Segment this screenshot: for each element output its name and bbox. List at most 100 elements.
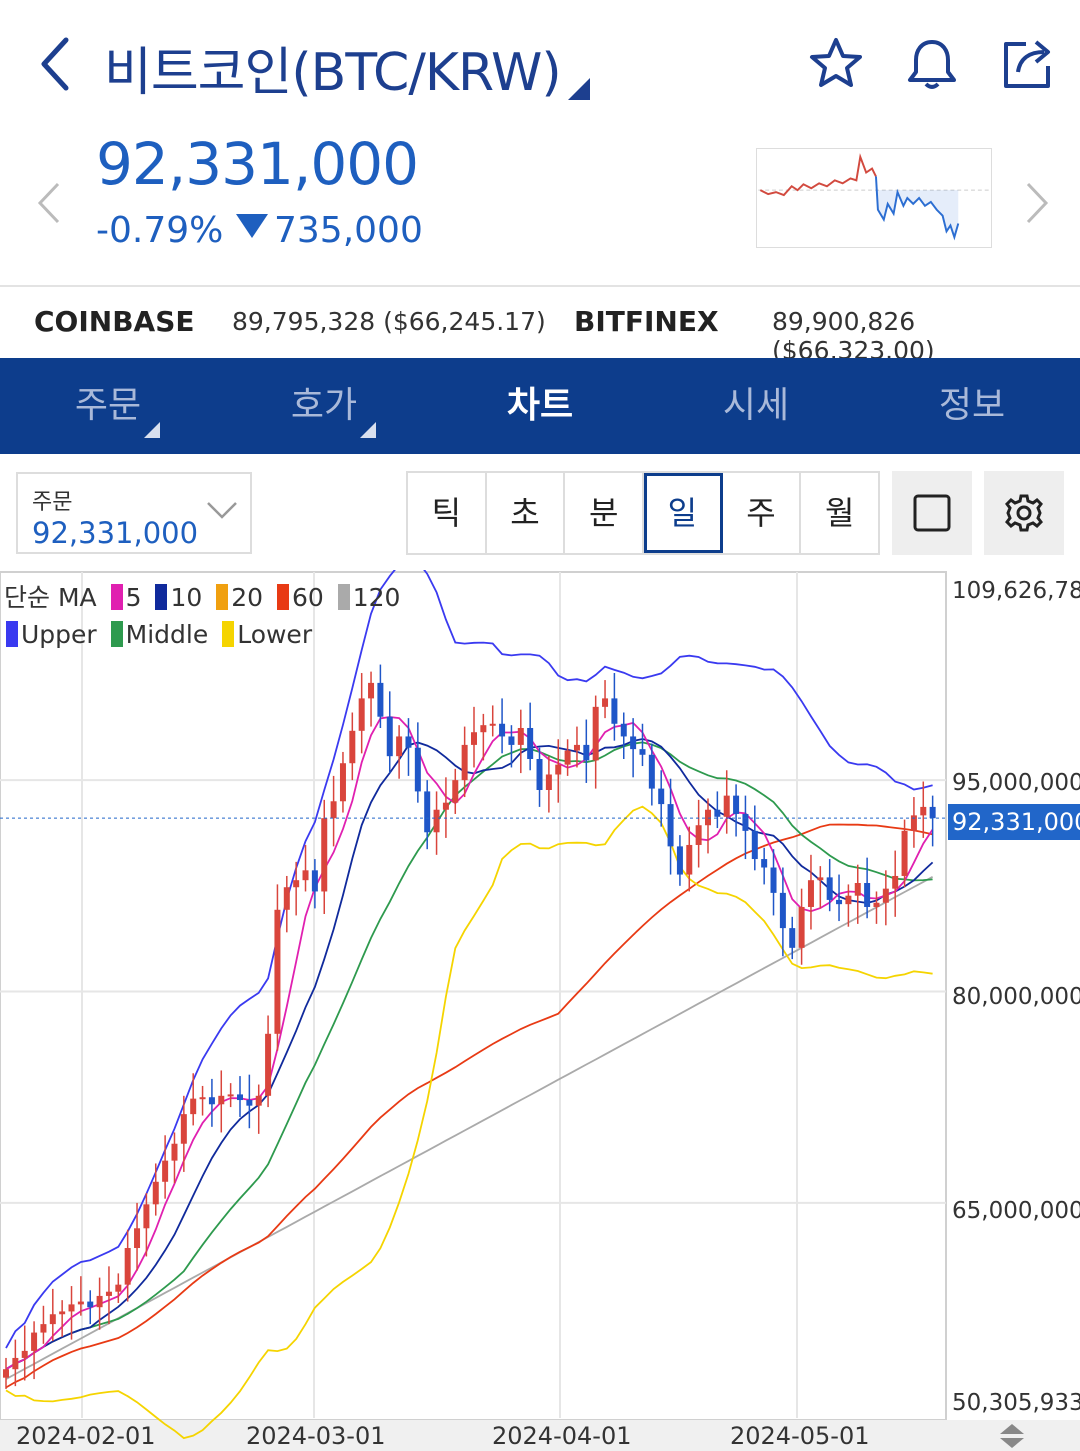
tab-order[interactable]: 주문 <box>0 358 216 454</box>
candle-body <box>695 825 702 845</box>
star-icon[interactable] <box>806 34 866 94</box>
candle-body <box>873 902 880 907</box>
period-tick-button[interactable]: 틱 <box>408 473 487 553</box>
fullscreen-button[interactable] <box>892 471 972 555</box>
candle-body <box>105 1291 112 1296</box>
candle-body <box>929 806 936 819</box>
change-amount-value: 735,000 <box>274 210 423 251</box>
divider <box>0 285 1080 287</box>
scroll-handle-icon[interactable] <box>996 1422 1028 1450</box>
candle-body <box>302 870 309 881</box>
prev-coin-arrow-icon[interactable] <box>34 178 66 228</box>
period-day-button[interactable]: 일 <box>644 473 723 553</box>
candle-body <box>68 1304 75 1312</box>
candle-body <box>124 1248 131 1285</box>
current-price-tag: 92,331,000 <box>948 804 1080 840</box>
candle-body <box>630 736 637 750</box>
exchange-prices: COINBASE 89,795,328 ($66,245.17) BITFINE… <box>0 287 1080 365</box>
ma60-line <box>5 823 933 1389</box>
candle-body <box>143 1204 150 1229</box>
ma5-line <box>5 716 934 1370</box>
tab-market-price[interactable]: 시세 <box>648 358 864 454</box>
candle-body <box>414 747 421 792</box>
candle-body <box>424 791 431 833</box>
candle-body <box>442 802 449 810</box>
ma-legend-label: 60 <box>291 583 324 612</box>
period-second-button[interactable]: 초 <box>487 473 566 553</box>
ma-legend-label: 20 <box>231 583 264 612</box>
share-icon[interactable] <box>998 34 1058 94</box>
down-triangle-icon <box>236 214 268 238</box>
tab-chart[interactable]: 차트 <box>432 358 648 454</box>
candle-body <box>218 1095 225 1105</box>
ma-legend-label: 10 <box>170 583 203 612</box>
candle-body <box>87 1301 94 1308</box>
app-header: 비트코인(BTC/KRW) <box>0 0 1080 130</box>
next-coin-arrow-icon[interactable] <box>1020 178 1052 228</box>
candle-body <box>817 877 824 881</box>
candle-body <box>12 1357 19 1370</box>
candle-body <box>246 1100 253 1106</box>
bb-legend-label: Middle <box>125 620 209 649</box>
order-price-dropdown[interactable]: 주문 92,331,000 <box>16 472 252 554</box>
tab-info[interactable]: 정보 <box>864 358 1080 454</box>
candle-body <box>40 1324 47 1333</box>
candlestick-chart[interactable] <box>0 570 1080 1451</box>
candle-body <box>377 682 384 717</box>
candle-body <box>733 795 740 814</box>
candle-body <box>564 750 571 765</box>
exchange-name: BITFINEX <box>574 305 719 338</box>
y-axis-tick: 109,626,785 <box>952 578 1080 604</box>
candle-body <box>536 758 543 790</box>
price-chart[interactable]: 단순 MA 5 10 20 60 120 Upper Middle Lower … <box>0 570 1080 1451</box>
page-title: 비트코인(BTC/KRW) <box>104 43 562 103</box>
candle-body <box>611 698 618 724</box>
candle-body <box>499 723 506 737</box>
candle-body <box>311 870 318 892</box>
coin-select-caret-icon[interactable] <box>568 78 590 100</box>
ma-legend: 단순 MA 5 10 20 60 120 <box>4 578 400 614</box>
period-month-button[interactable]: 월 <box>824 494 855 532</box>
tab-label: 호가 <box>290 385 358 426</box>
ma10-swatch <box>155 584 168 610</box>
candle-body <box>255 1095 262 1106</box>
candle-body <box>508 736 515 745</box>
candle-body <box>227 1094 234 1097</box>
ma20-swatch <box>216 584 229 610</box>
candle-body <box>208 1097 215 1105</box>
candle-body <box>293 880 300 888</box>
x-axis-tick: 2024-02-01 <box>16 1422 156 1450</box>
period-minute-button[interactable]: 분 <box>565 473 645 553</box>
order-label: 주문 <box>32 490 73 515</box>
period-selector: 틱 초 분 일 주 월 <box>406 471 880 555</box>
period-week-button[interactable]: 주 <box>723 473 802 553</box>
tab-label: 시세 <box>722 385 790 426</box>
candle-body <box>854 883 861 896</box>
candle-body <box>265 1033 272 1096</box>
back-arrow-icon[interactable] <box>34 32 78 96</box>
candle-body <box>798 906 805 948</box>
x-axis-tick: 2024-05-01 <box>730 1422 870 1450</box>
candle-body <box>779 892 786 929</box>
bell-icon[interactable] <box>902 34 962 94</box>
candle-body <box>59 1311 66 1315</box>
mini-sparkline-chart[interactable] <box>756 148 992 248</box>
tab-orderbook[interactable]: 호가 <box>216 358 432 454</box>
candle-body <box>658 788 665 805</box>
candle-body <box>396 736 403 757</box>
exchange-price: 89,900,826 ($66,323.00) <box>772 307 935 365</box>
candle-body <box>592 706 599 761</box>
candle-body <box>405 736 412 748</box>
chevron-down-icon <box>207 502 237 519</box>
y-axis-tick: 50,305,933 <box>952 1390 1080 1416</box>
candle-body <box>321 818 328 892</box>
candle-body <box>714 809 721 817</box>
settings-button[interactable] <box>984 471 1064 555</box>
ma5-swatch <box>110 584 123 610</box>
candle-body <box>705 809 711 826</box>
candle-body <box>686 844 693 875</box>
candle-body <box>761 859 768 868</box>
y-axis-tick: 65,000,000 <box>952 1198 1080 1224</box>
candle-body <box>368 682 375 699</box>
candle-body <box>134 1228 141 1249</box>
